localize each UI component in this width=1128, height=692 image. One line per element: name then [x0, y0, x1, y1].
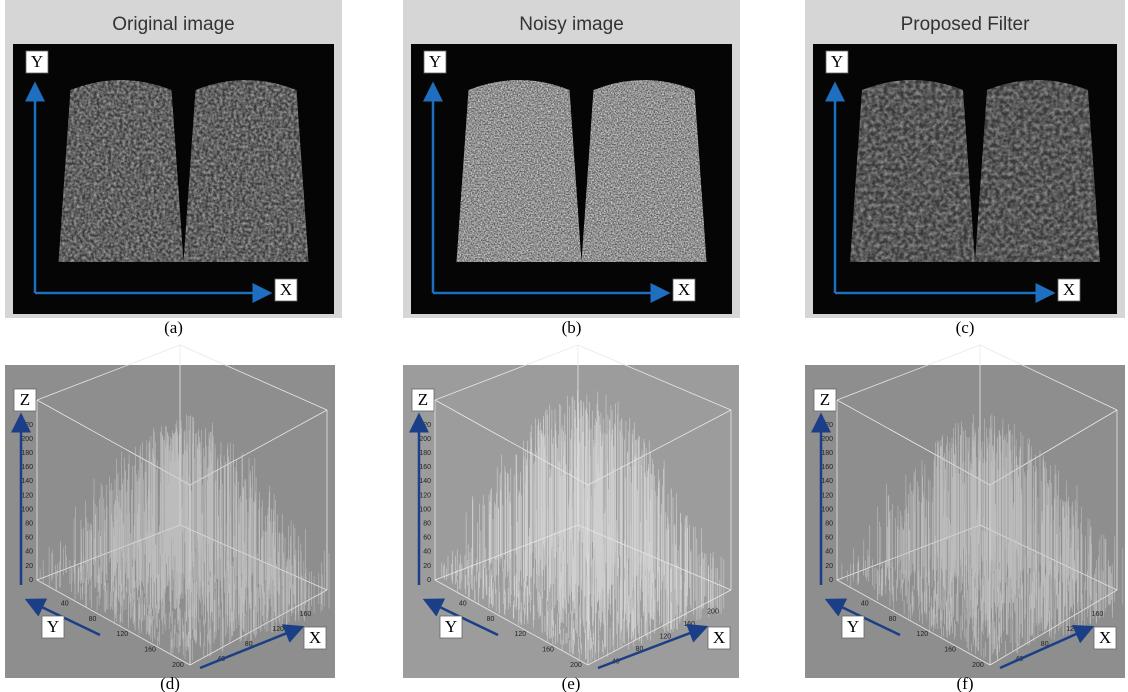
x-tick-label: 120 [1066, 626, 1078, 633]
speckle [59, 70, 184, 265]
z-tick-label: 80 [423, 520, 431, 527]
z-tick-label: 60 [423, 535, 431, 542]
z-tick-label: 0 [427, 577, 431, 584]
x-label: X [713, 628, 725, 647]
panel-title: Original image [112, 14, 235, 35]
z-tick-label: 40 [25, 549, 33, 556]
z-tick-label: 180 [821, 450, 833, 457]
speckle [975, 70, 1100, 265]
y-label: Y [831, 52, 843, 71]
y-tick-label: 160 [542, 647, 554, 654]
y-label: Y [31, 52, 43, 71]
x-tick-label: 200 [707, 608, 719, 615]
z-tick-label: 140 [21, 478, 33, 485]
z-tick-label: 140 [821, 478, 833, 485]
y-tick-label: 120 [916, 631, 928, 638]
z-tick-label: 220 [419, 422, 431, 429]
z-tick-label: 120 [419, 492, 431, 499]
caption: (b) [562, 318, 582, 337]
y-tick-label: 120 [116, 631, 128, 638]
z-tick-label: 20 [25, 563, 33, 570]
z-tick-label: 140 [419, 478, 431, 485]
x-label: X [309, 628, 321, 647]
z-tick-label: 100 [21, 506, 33, 513]
z-tick-label: 20 [423, 563, 431, 570]
z-label: Z [418, 390, 428, 409]
x-tick-label: 160 [300, 611, 312, 618]
z-label: Z [20, 390, 30, 409]
x-tick-label: 160 [1092, 611, 1104, 618]
z-tick-label: 60 [825, 535, 833, 542]
y-tick-label: 160 [144, 647, 156, 654]
y-tick-label: 40 [459, 600, 467, 607]
x-tick-label: 120 [272, 626, 284, 633]
panel-title: Noisy image [519, 14, 624, 35]
z-tick-label: 60 [25, 535, 33, 542]
z-tick-label: 20 [825, 563, 833, 570]
y-tick-label: 40 [61, 600, 69, 607]
y-tick-label: 200 [570, 662, 582, 669]
z-tick-label: 220 [21, 422, 33, 429]
caption: (a) [164, 318, 183, 337]
caption: (c) [956, 318, 975, 337]
speckle [457, 70, 582, 265]
z-tick-label: 180 [419, 450, 431, 457]
y-tick-label: 200 [972, 662, 984, 669]
z-tick-label: 200 [21, 436, 33, 443]
figure: Original image Y X (a) Noisy image Y X (b) Propo… [0, 0, 1128, 692]
speckle [582, 70, 707, 265]
z-tick-label: 200 [821, 436, 833, 443]
y-tick-label: 80 [889, 616, 897, 623]
x-label: X [1063, 280, 1075, 299]
x-tick-label: 160 [683, 621, 695, 628]
x-label: X [280, 280, 292, 299]
y-tick-label: 80 [487, 616, 495, 623]
z-tick-label: 120 [21, 492, 33, 499]
z-tick-label: 100 [821, 506, 833, 513]
z-tick-label: 160 [419, 464, 431, 471]
x-label: X [1099, 628, 1111, 647]
z-tick-label: 0 [29, 577, 33, 584]
y-label: Y [847, 617, 859, 636]
speckle [850, 70, 975, 265]
x-tick-label: 120 [660, 633, 672, 640]
y-tick-label: 40 [861, 600, 869, 607]
speckle [184, 70, 309, 265]
caption: (d) [160, 674, 180, 692]
caption: (e) [562, 674, 581, 692]
z-tick-label: 0 [829, 577, 833, 584]
z-tick-label: 40 [825, 549, 833, 556]
z-label: Z [820, 390, 830, 409]
z-tick-label: 160 [21, 464, 33, 471]
z-tick-label: 40 [423, 549, 431, 556]
z-tick-label: 200 [419, 436, 431, 443]
y-label: Y [445, 617, 457, 636]
z-tick-label: 100 [419, 506, 431, 513]
z-tick-label: 180 [21, 450, 33, 457]
x-label: X [678, 280, 690, 299]
y-tick-label: 160 [944, 647, 956, 654]
z-tick-label: 220 [821, 422, 833, 429]
z-tick-label: 160 [821, 464, 833, 471]
z-tick-label: 80 [825, 520, 833, 527]
y-tick-label: 200 [172, 662, 184, 669]
caption: (f) [957, 674, 974, 692]
z-tick-label: 120 [821, 492, 833, 499]
y-label: Y [47, 617, 59, 636]
y-tick-label: 120 [514, 631, 526, 638]
panel-title: Proposed Filter [901, 14, 1031, 35]
y-label: Y [429, 52, 441, 71]
y-tick-label: 80 [89, 616, 97, 623]
z-tick-label: 80 [25, 520, 33, 527]
